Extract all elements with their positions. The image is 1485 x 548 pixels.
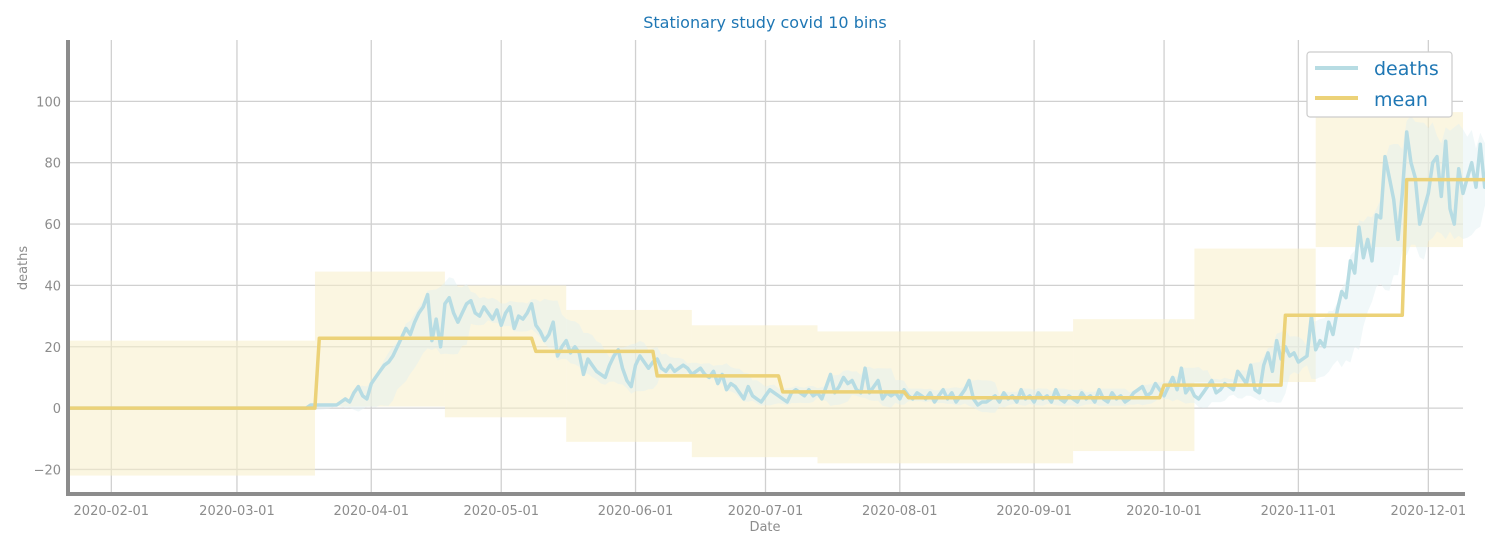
x-tick-label: 2020-08-01: [862, 504, 938, 519]
y-tick-label: 20: [44, 341, 61, 356]
x-tick-label: 2020-12-01: [1391, 504, 1467, 519]
y-tick-label: 40: [44, 279, 61, 294]
x-axis-label: Date: [749, 520, 780, 535]
x-tick-label: 2020-04-01: [333, 504, 409, 519]
x-tick-label: 2020-09-01: [996, 504, 1072, 519]
x-tick-labels: 2020-02-01 2020-03-01 2020-04-01 2020-05-01…: [74, 504, 1467, 519]
y-tick-label: 80: [44, 157, 61, 172]
series-line-mean: [68, 177, 1485, 410]
y-tick-label: 0: [53, 402, 61, 417]
x-tick-label: 2020-03-01: [199, 504, 275, 519]
x-tick-label: 2020-02-01: [74, 504, 150, 519]
y-tick-label: 60: [44, 218, 61, 233]
legend: deaths mean: [1306, 51, 1453, 118]
y-tick-label: 100: [36, 95, 61, 110]
y-axis-label: deaths: [16, 246, 31, 291]
y-tick-label: −20: [34, 463, 61, 478]
y-tick-labels: −20 0 20 40 60 80 100: [34, 95, 61, 478]
chart-title: Stationary study covid 10 bins: [643, 13, 887, 32]
x-tick-label: 2020-10-01: [1126, 504, 1202, 519]
mean-std-bands: [68, 112, 1463, 476]
x-tick-label: 2020-06-01: [598, 504, 674, 519]
legend-label-mean: mean: [1374, 89, 1428, 111]
x-tick-label: 2020-07-01: [728, 504, 804, 519]
x-tick-label: 2020-05-01: [463, 504, 539, 519]
x-tick-label: 2020-11-01: [1261, 504, 1337, 519]
legend-label-deaths: deaths: [1374, 58, 1439, 80]
